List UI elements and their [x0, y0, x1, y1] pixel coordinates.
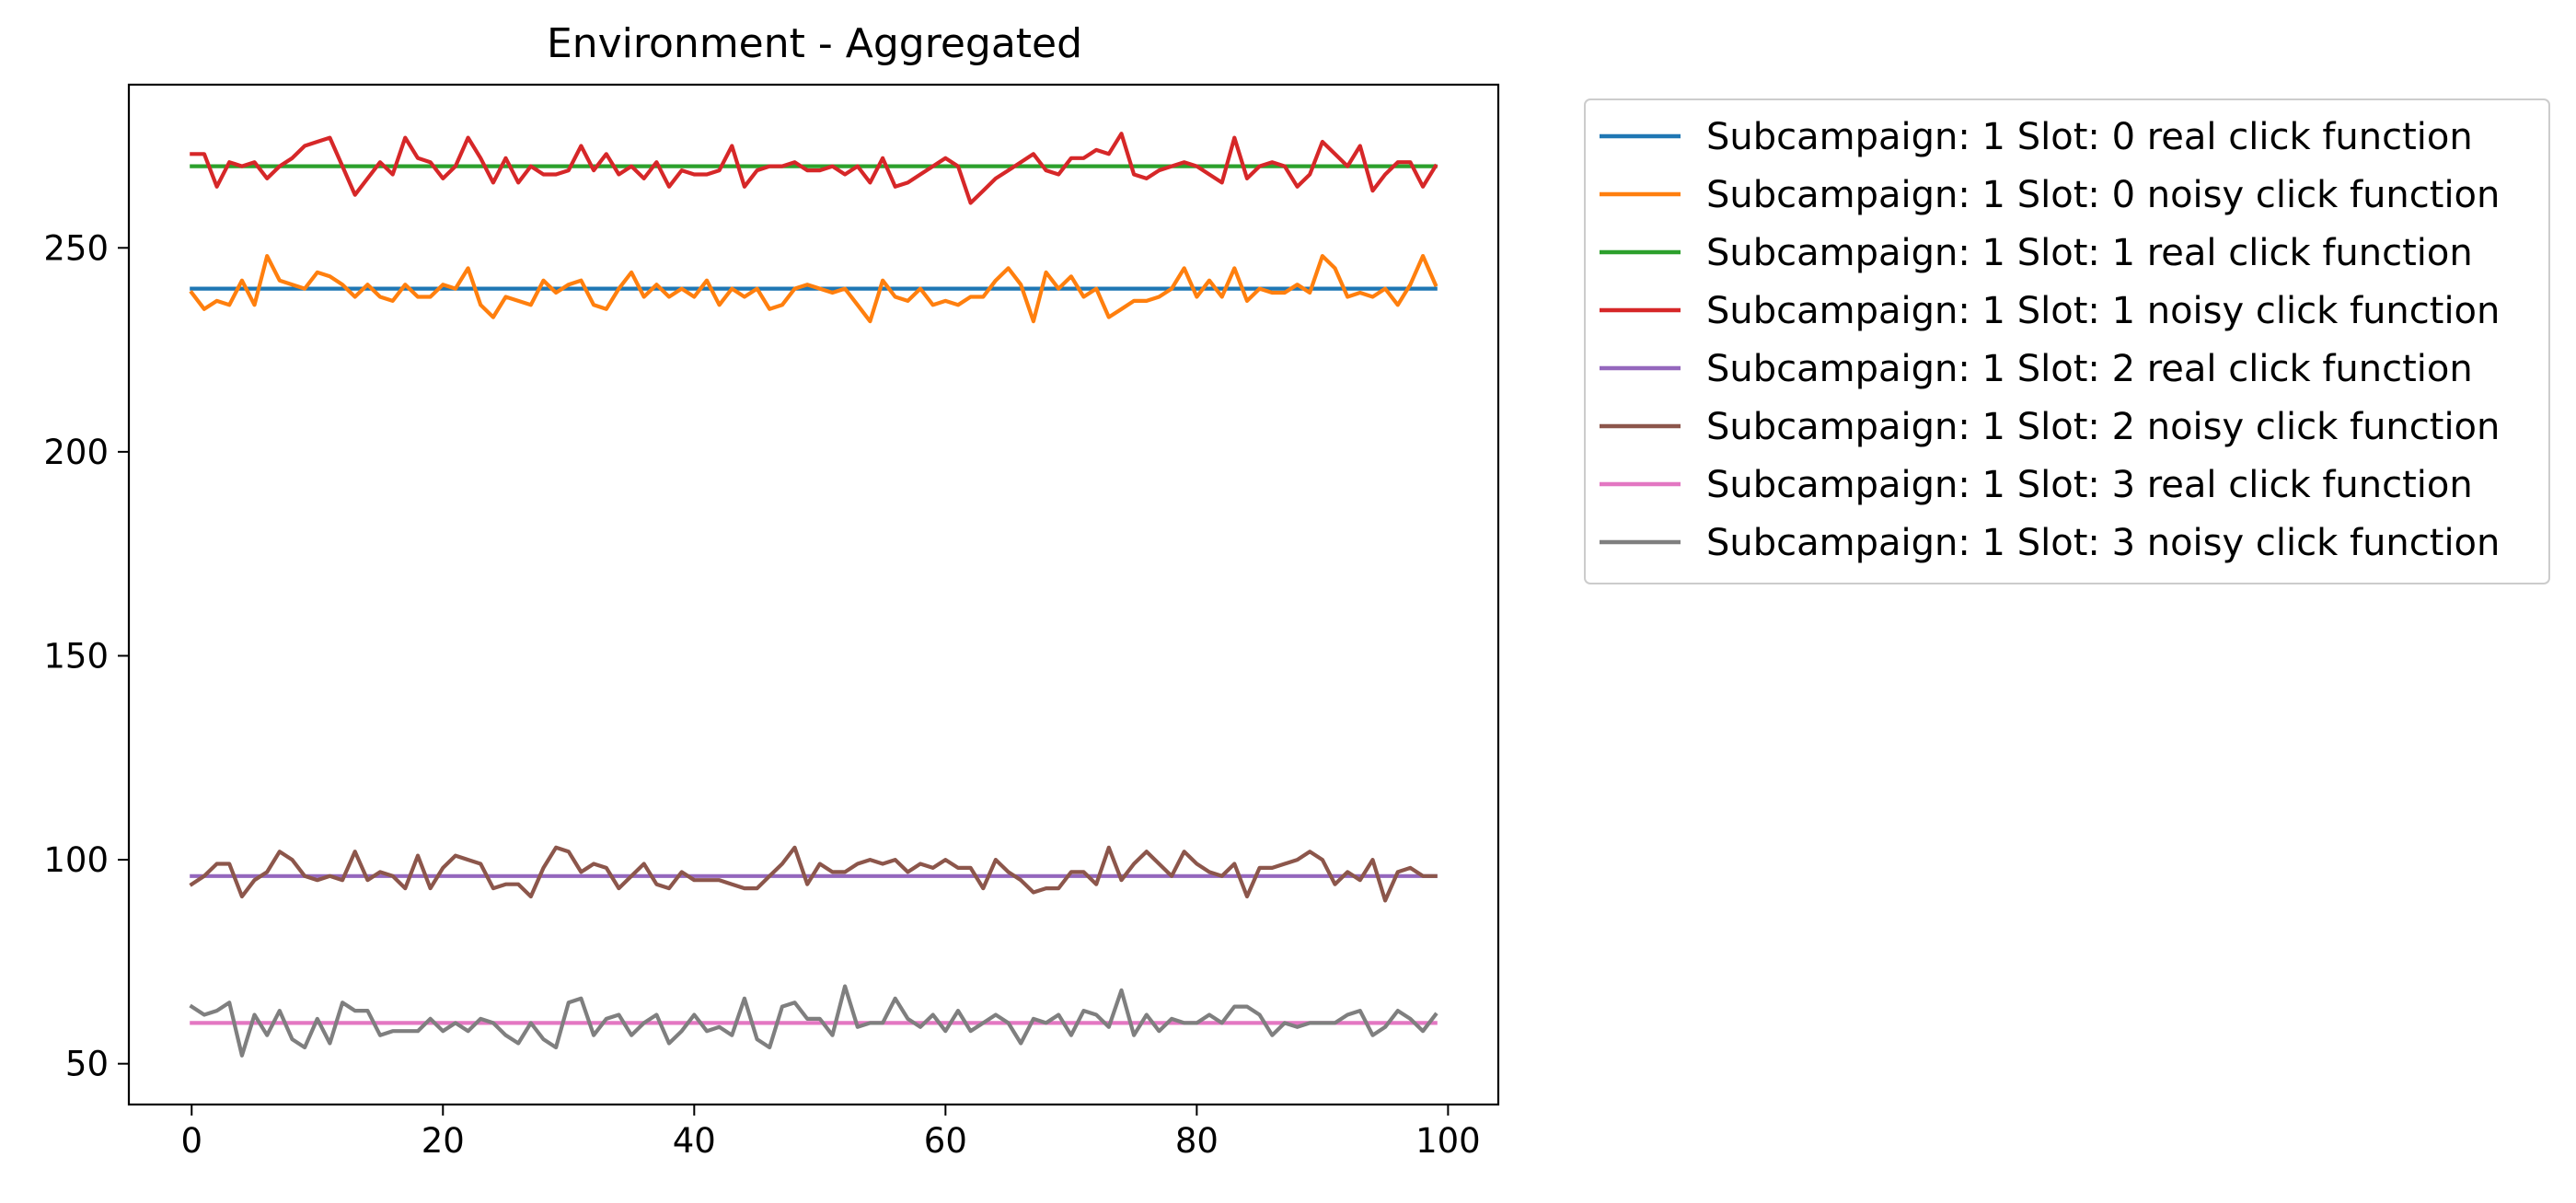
y-tick-label-250: 250: [43, 228, 109, 268]
chart-title: Environment - Aggregated: [547, 20, 1082, 67]
x-tick-label-80: 80: [1175, 1121, 1219, 1161]
series-line-6: [189, 845, 1438, 903]
x-tick-label-100: 100: [1415, 1121, 1481, 1161]
x-tick-label-0: 0: [180, 1121, 202, 1161]
legend-label-1: Subcampaign: 1 Slot: 0 real click functi…: [1706, 116, 2473, 158]
series-line-8: [189, 984, 1438, 1058]
x-tick-label-20: 20: [422, 1121, 465, 1161]
plot-area: 0 20 40 60 80 100 50 100 150 200 250: [43, 83, 1500, 1161]
y-tick-label-150: 150: [43, 636, 109, 676]
y-tick-label-100: 100: [43, 840, 109, 880]
legend-label-8: Subcampaign: 1 Slot: 3 noisy click funct…: [1706, 522, 2500, 564]
series-line-2: [189, 254, 1438, 324]
x-tick-label-60: 60: [924, 1121, 967, 1161]
legend-label-4: Subcampaign: 1 Slot: 1 noisy click funct…: [1706, 290, 2500, 332]
y-tick-label-50: 50: [65, 1045, 109, 1084]
legend-label-5: Subcampaign: 1 Slot: 2 real click functi…: [1706, 348, 2473, 390]
y-tick-label-200: 200: [43, 433, 109, 472]
series-line-4: [190, 132, 1438, 205]
legend-box: [1584, 98, 2550, 584]
legend-label-3: Subcampaign: 1 Slot: 1 real click functi…: [1706, 232, 2473, 274]
x-tick-label-40: 40: [673, 1121, 716, 1161]
legend-label-7: Subcampaign: 1 Slot: 3 real click functi…: [1706, 464, 2473, 506]
legend: Subcampaign: 1 Slot: 0 real click functi…: [1584, 98, 2550, 584]
legend-label-6: Subcampaign: 1 Slot: 2 noisy click funct…: [1706, 406, 2500, 448]
plot-frame: [127, 83, 1500, 1106]
legend-label-2: Subcampaign: 1 Slot: 0 noisy click funct…: [1706, 174, 2500, 216]
